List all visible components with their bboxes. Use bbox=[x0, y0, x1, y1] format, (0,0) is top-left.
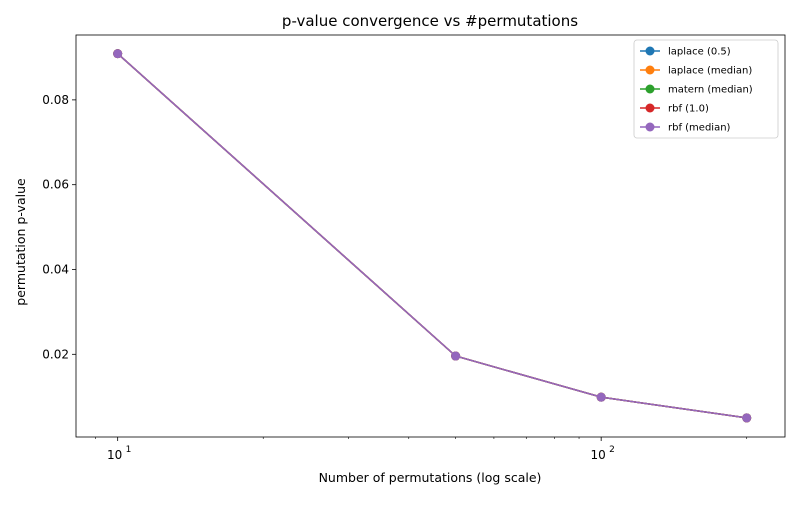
series-line-4 bbox=[117, 53, 747, 419]
legend-label-1: laplace (median) bbox=[668, 66, 752, 77]
series-4-point-0 bbox=[113, 49, 123, 59]
chart-title: p-value convergence vs #permutations bbox=[282, 12, 578, 30]
legend-label-2: matern (median) bbox=[668, 85, 753, 96]
legend-marker-2 bbox=[645, 84, 655, 94]
legend-marker-1 bbox=[645, 65, 655, 75]
series-4-point-2 bbox=[596, 392, 606, 402]
legend-box bbox=[633, 39, 779, 139]
y-axis-label: permutation p-value bbox=[13, 178, 28, 306]
legend: laplace (0.5) laplace (median) matern (med… bbox=[633, 39, 779, 139]
legend-marker-0 bbox=[645, 46, 655, 56]
axes: 10 1 10 20.020.040.060.08 bbox=[42, 34, 786, 462]
series-4-point-1 bbox=[451, 351, 461, 361]
legend-marker-4 bbox=[645, 122, 655, 132]
series-4-point-3 bbox=[742, 413, 752, 423]
x-tick-label-exponent-1: 2 bbox=[609, 445, 615, 455]
y-tick-label-3: 0.08 bbox=[42, 93, 69, 107]
y-tick-label-2: 0.06 bbox=[42, 178, 69, 192]
y-tick-label-1: 0.04 bbox=[42, 263, 69, 277]
x-tick-label-0: 10 bbox=[107, 448, 122, 462]
x-axis-label: Number of permutations (log scale) bbox=[319, 470, 542, 485]
legend-marker-3 bbox=[645, 103, 655, 113]
y-tick-label-0: 0.02 bbox=[42, 347, 69, 361]
legend-label-4: rbf (median) bbox=[668, 123, 731, 134]
x-tick-label-exponent-0: 1 bbox=[126, 445, 132, 455]
x-tick-label-1: 10 bbox=[591, 448, 606, 462]
plot-area bbox=[113, 49, 752, 423]
legend-label-0: laplace (0.5) bbox=[668, 47, 731, 58]
plot-frame bbox=[75, 34, 786, 438]
legend-label-3: rbf (1.0) bbox=[668, 104, 709, 115]
